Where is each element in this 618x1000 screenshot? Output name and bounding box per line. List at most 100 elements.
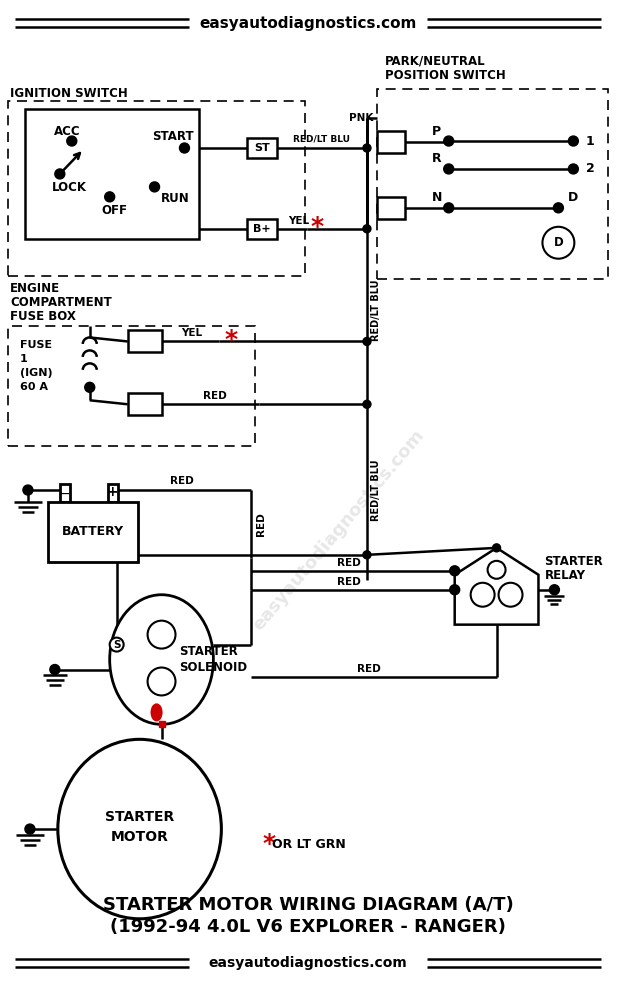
Text: FUSE BOX: FUSE BOX (10, 310, 76, 323)
Text: RED: RED (357, 664, 381, 674)
Text: START: START (153, 130, 194, 143)
Circle shape (55, 169, 65, 179)
Circle shape (488, 561, 506, 579)
Text: RED: RED (337, 558, 361, 568)
Circle shape (148, 621, 176, 649)
Circle shape (104, 192, 115, 202)
Text: D: D (568, 191, 578, 204)
Circle shape (444, 164, 454, 174)
Circle shape (67, 136, 77, 146)
Bar (8, 101, 305, 276)
Text: +: + (107, 485, 119, 499)
Text: D: D (554, 236, 563, 249)
Text: RED: RED (203, 391, 226, 401)
Bar (128, 393, 161, 415)
Bar (247, 138, 277, 158)
Text: LOCK: LOCK (52, 181, 87, 194)
Text: *: * (263, 832, 276, 856)
Text: POSITION SWITCH: POSITION SWITCH (385, 69, 506, 82)
Text: easyautodiagnostics.com: easyautodiagnostics.com (200, 16, 417, 31)
Bar (25, 109, 200, 239)
Text: S: S (113, 640, 121, 650)
Text: PARK/NEUTRAL: PARK/NEUTRAL (385, 55, 486, 68)
Text: OFF: OFF (102, 204, 128, 217)
Bar (159, 721, 164, 727)
Text: 1: 1 (586, 135, 595, 148)
Bar (377, 131, 405, 153)
Text: RED: RED (169, 476, 193, 486)
Text: YEL: YEL (289, 216, 310, 226)
Circle shape (553, 203, 564, 213)
Circle shape (444, 203, 454, 213)
Circle shape (23, 485, 33, 495)
Circle shape (25, 824, 35, 834)
Ellipse shape (58, 739, 221, 919)
Text: *: * (225, 328, 238, 352)
Text: OR LT GRN: OR LT GRN (273, 838, 346, 851)
Circle shape (363, 225, 371, 233)
Text: PNK: PNK (349, 113, 373, 123)
Text: MOTOR: MOTOR (111, 830, 169, 844)
Circle shape (148, 668, 176, 695)
Bar (108, 484, 117, 502)
Text: YEL: YEL (181, 328, 202, 338)
Circle shape (450, 585, 460, 595)
Circle shape (85, 382, 95, 392)
Ellipse shape (109, 595, 213, 724)
Text: STARTER: STARTER (179, 645, 238, 658)
Circle shape (150, 182, 159, 192)
Bar (8, 326, 255, 446)
Circle shape (444, 136, 454, 146)
Circle shape (363, 337, 371, 345)
Text: N: N (431, 191, 442, 204)
Bar (128, 330, 161, 352)
Text: R: R (432, 152, 442, 165)
Bar (48, 502, 138, 562)
Text: STARTER MOTOR WIRING DIAGRAM (A/T): STARTER MOTOR WIRING DIAGRAM (A/T) (103, 896, 514, 914)
Text: (1992-94 4.0L V6 EXPLORER - RANGER): (1992-94 4.0L V6 EXPLORER - RANGER) (110, 918, 506, 936)
Text: COMPARTMENT: COMPARTMENT (10, 296, 112, 309)
Text: −: − (59, 487, 70, 501)
Bar (377, 197, 405, 219)
Text: 1: 1 (20, 354, 28, 364)
Bar (377, 89, 608, 279)
Circle shape (569, 136, 578, 146)
Text: B+: B+ (253, 224, 271, 234)
Circle shape (471, 583, 494, 607)
Text: STARTER: STARTER (105, 810, 174, 824)
Circle shape (549, 585, 559, 595)
Text: P: P (432, 125, 441, 138)
Text: 60 A: 60 A (20, 382, 48, 392)
Text: ENGINE: ENGINE (10, 282, 60, 295)
Circle shape (363, 551, 371, 559)
Text: (IGN): (IGN) (20, 368, 53, 378)
Circle shape (499, 583, 522, 607)
Circle shape (50, 665, 60, 675)
Circle shape (450, 566, 460, 576)
Circle shape (179, 143, 190, 153)
Text: ST: ST (255, 143, 270, 153)
Text: RED/LT BLU: RED/LT BLU (371, 280, 381, 341)
Text: *: * (310, 215, 324, 239)
Polygon shape (455, 548, 538, 625)
Text: RED/LT BLU: RED/LT BLU (371, 459, 381, 521)
Text: FUSE: FUSE (20, 340, 52, 350)
Text: 2: 2 (586, 162, 595, 175)
Text: easyautodiagnostics.com: easyautodiagnostics.com (209, 956, 407, 970)
Bar (247, 219, 277, 239)
Text: RED/LT BLU: RED/LT BLU (292, 135, 350, 144)
Text: BATTERY: BATTERY (62, 525, 124, 538)
Circle shape (363, 400, 371, 408)
Circle shape (543, 227, 574, 259)
Circle shape (493, 544, 501, 552)
Circle shape (109, 638, 124, 652)
Circle shape (569, 164, 578, 174)
Text: RUN: RUN (161, 192, 189, 205)
Circle shape (363, 144, 371, 152)
Text: STARTER: STARTER (544, 555, 603, 568)
Bar (60, 484, 70, 502)
Text: RED: RED (337, 577, 361, 587)
Text: easyautodiagnostics.com: easyautodiagnostics.com (250, 426, 428, 634)
Text: ACC: ACC (54, 125, 80, 138)
Text: IGNITION SWITCH: IGNITION SWITCH (10, 87, 128, 100)
